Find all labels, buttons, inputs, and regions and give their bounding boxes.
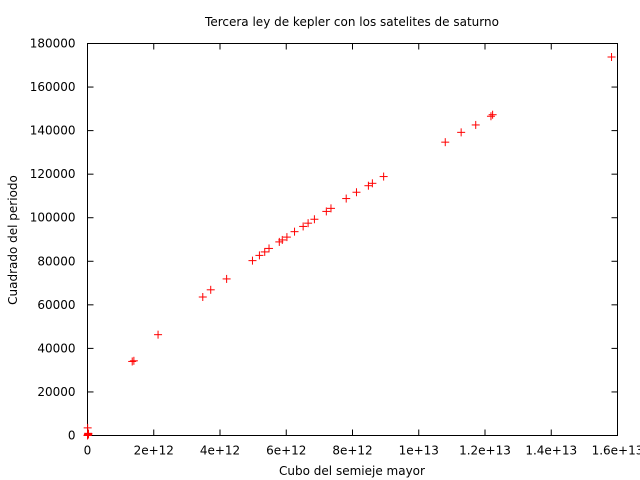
x-tick-label: 6e+12 <box>266 444 306 458</box>
plot-frame <box>87 43 618 436</box>
data-point <box>486 112 495 121</box>
y-tick-label: 80000 <box>37 254 75 268</box>
y-tick-label: 180000 <box>30 37 76 51</box>
data-point <box>282 233 291 242</box>
x-tick-label: 1e+13 <box>399 444 439 458</box>
data-point <box>607 53 616 62</box>
data-point <box>84 429 93 438</box>
x-tick-label: 4e+12 <box>200 444 240 458</box>
data-point <box>129 356 138 365</box>
chart-title: Tercera ley de kepler con los satelites … <box>204 15 499 29</box>
y-tick-label: 160000 <box>30 80 76 94</box>
data-point <box>310 215 319 224</box>
y-tick-label: 60000 <box>37 298 75 312</box>
data-point <box>379 172 388 181</box>
y-axis-label: Cuadrado del periodo <box>6 175 20 305</box>
data-point <box>304 219 313 228</box>
x-tick-label: 1.4e+13 <box>525 444 577 458</box>
x-tick-label: 8e+12 <box>332 444 372 458</box>
data-point <box>290 227 299 236</box>
data-point <box>352 188 361 197</box>
y-axis: 0 20000 40000 60000 80000 100000 120000 140000 1… <box>30 37 618 443</box>
data-point <box>206 285 215 294</box>
data-point <box>471 120 480 129</box>
x-tick-label: 1.6e+13 <box>592 444 640 458</box>
y-tick-label: 0 <box>68 429 76 443</box>
data-point <box>441 138 450 147</box>
y-tick-label: 40000 <box>37 341 75 355</box>
data-point <box>265 244 274 253</box>
data-point <box>322 207 331 216</box>
x-tick-label: 1.2e+13 <box>459 444 511 458</box>
data-point <box>326 204 335 213</box>
y-tick-label: 20000 <box>37 385 75 399</box>
data-points <box>83 53 616 440</box>
x-axis-label: Cubo del semieje mayor <box>279 464 425 478</box>
data-point <box>457 128 466 137</box>
x-tick-label: 0 <box>84 444 92 458</box>
data-point <box>342 194 351 203</box>
data-point <box>198 292 207 301</box>
data-point <box>255 251 264 260</box>
data-point <box>488 110 497 119</box>
data-point <box>299 222 308 231</box>
data-point <box>368 179 377 188</box>
y-tick-label: 140000 <box>30 124 76 138</box>
data-point <box>278 235 287 244</box>
x-tick-label: 2e+12 <box>134 444 174 458</box>
data-point <box>222 274 231 283</box>
y-tick-label: 100000 <box>30 211 76 225</box>
data-point <box>83 423 92 432</box>
x-axis: 0 2e+12 4e+12 6e+12 8e+12 1e+13 1.2e+13 1.4e+13… <box>84 43 640 458</box>
data-point <box>260 247 269 256</box>
y-tick-label: 120000 <box>30 167 76 181</box>
data-point <box>248 256 257 265</box>
data-point <box>154 330 163 339</box>
data-point <box>128 357 137 366</box>
